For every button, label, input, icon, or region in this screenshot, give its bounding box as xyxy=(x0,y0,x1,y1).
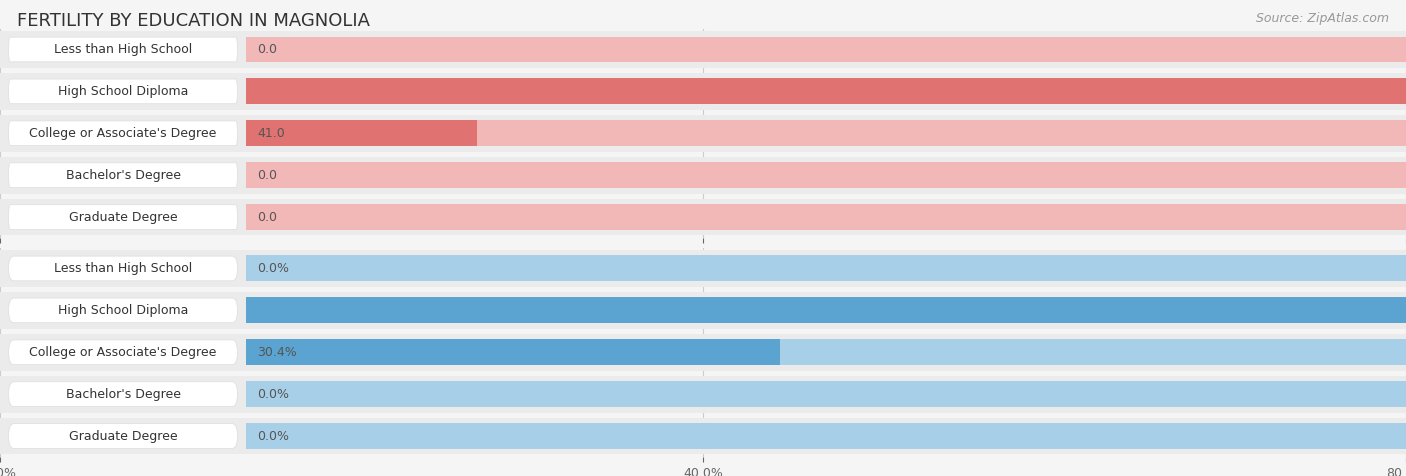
Text: College or Associate's Degree: College or Associate's Degree xyxy=(30,127,217,140)
Bar xyxy=(246,339,780,365)
Bar xyxy=(246,381,1406,407)
Bar xyxy=(246,298,1406,323)
Bar xyxy=(0,198,1406,236)
Bar xyxy=(246,120,1406,146)
Bar xyxy=(246,423,1406,449)
FancyBboxPatch shape xyxy=(8,298,238,323)
FancyBboxPatch shape xyxy=(8,121,238,146)
Text: 0.0: 0.0 xyxy=(257,210,277,224)
Bar xyxy=(246,204,1406,230)
Bar xyxy=(0,417,1406,455)
Text: FERTILITY BY EDUCATION IN MAGNOLIA: FERTILITY BY EDUCATION IN MAGNOLIA xyxy=(17,12,370,30)
FancyBboxPatch shape xyxy=(8,163,238,188)
Bar xyxy=(0,157,1406,194)
Text: Graduate Degree: Graduate Degree xyxy=(69,429,177,443)
Bar xyxy=(0,376,1406,413)
Text: Graduate Degree: Graduate Degree xyxy=(69,210,177,224)
FancyBboxPatch shape xyxy=(8,256,238,281)
Text: 41.0: 41.0 xyxy=(257,127,285,140)
Bar xyxy=(246,79,1406,104)
Bar xyxy=(0,334,1406,371)
Bar xyxy=(0,292,1406,329)
Text: Less than High School: Less than High School xyxy=(53,43,193,56)
FancyBboxPatch shape xyxy=(8,382,238,407)
Text: 0.0%: 0.0% xyxy=(257,262,290,275)
Bar xyxy=(0,73,1406,110)
Text: 0.0%: 0.0% xyxy=(257,387,290,401)
Bar xyxy=(246,37,1406,62)
FancyBboxPatch shape xyxy=(8,79,238,104)
Bar xyxy=(0,250,1406,287)
Bar xyxy=(246,120,477,146)
Text: College or Associate's Degree: College or Associate's Degree xyxy=(30,346,217,359)
Text: Less than High School: Less than High School xyxy=(53,262,193,275)
Bar xyxy=(246,298,1406,323)
Bar xyxy=(246,79,1406,104)
Text: Bachelor's Degree: Bachelor's Degree xyxy=(66,387,180,401)
FancyBboxPatch shape xyxy=(8,424,238,448)
Text: 0.0: 0.0 xyxy=(257,43,277,56)
Text: High School Diploma: High School Diploma xyxy=(58,85,188,98)
Bar xyxy=(246,256,1406,281)
Text: High School Diploma: High School Diploma xyxy=(58,304,188,317)
Bar xyxy=(0,31,1406,68)
Text: 0.0: 0.0 xyxy=(257,169,277,182)
FancyBboxPatch shape xyxy=(8,37,238,62)
Text: 30.4%: 30.4% xyxy=(257,346,297,359)
Bar xyxy=(246,162,1406,188)
FancyBboxPatch shape xyxy=(8,340,238,365)
Text: Source: ZipAtlas.com: Source: ZipAtlas.com xyxy=(1256,12,1389,25)
Bar xyxy=(246,339,1406,365)
Text: Bachelor's Degree: Bachelor's Degree xyxy=(66,169,180,182)
Text: 0.0%: 0.0% xyxy=(257,429,290,443)
Bar xyxy=(0,115,1406,152)
FancyBboxPatch shape xyxy=(8,205,238,229)
